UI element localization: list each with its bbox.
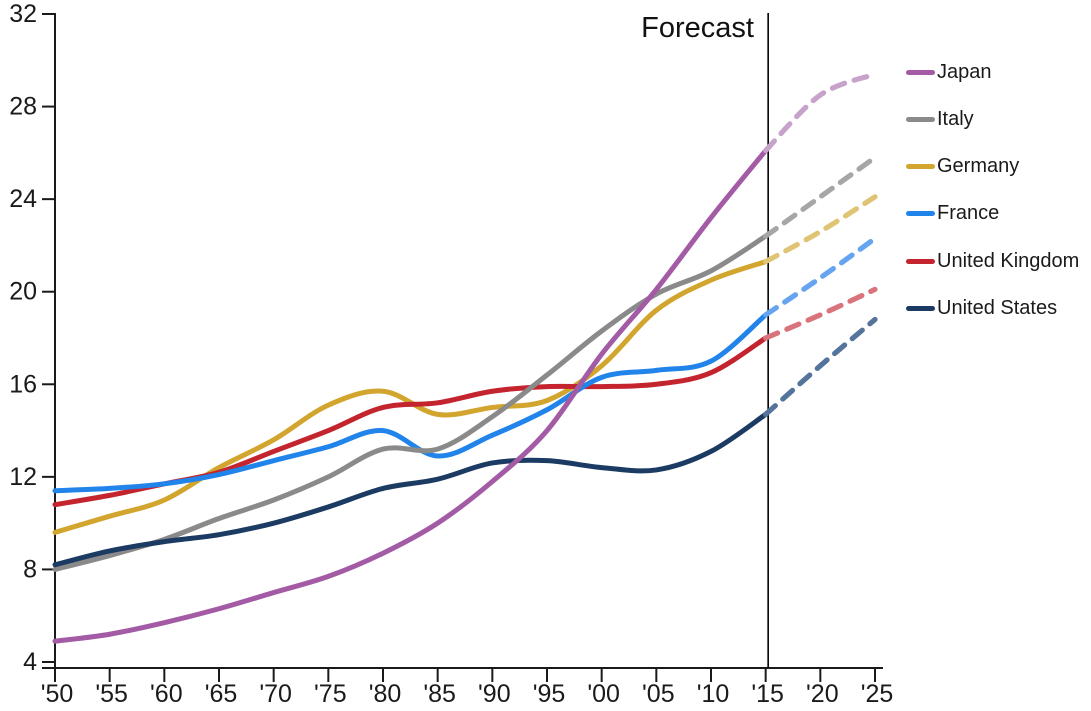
legend-item-united-states: United States [906,295,1057,321]
y-tick-label-12: 12 [9,463,37,491]
x-tick-label-1995: '95 [533,680,566,708]
x-tick-label-1960: '60 [150,680,183,708]
axis-labels: 4 8 12 16 20 24 28 32 '50 '55 '60 '65 '70 '75 '80 '85 '9… [9,0,893,708]
y-tick-label-24: 24 [9,185,37,213]
forecast-annotation: Forecast [641,12,754,44]
y-tick-label-20: 20 [9,278,37,306]
x-tick-label-2025: '25 [861,680,894,708]
x-tick-label-1985: '85 [423,680,456,708]
series-united-states-forecast-line [763,316,878,417]
series-united-states-line [52,411,769,568]
legend-swatch-united-states [906,305,935,311]
legend-item-japan: Japan [906,59,992,85]
series-united-kingdom-forecast-line [763,286,878,341]
x-tick-label-1955: '55 [95,680,128,708]
y-tick-label-32: 32 [9,0,37,28]
legend-label-germany: Germany [937,154,1020,177]
series-japan-line [52,148,769,644]
x-tick-label-1970: '70 [259,680,292,708]
x-tick-label-2000: '00 [587,680,620,708]
legend-label-japan: Japan [937,60,992,83]
legend-item-germany: Germany [906,153,1019,179]
x-tick-label-2010: '10 [697,680,730,708]
x-tick-label-1980: '80 [369,680,402,708]
series-france-line [52,312,769,494]
x-tick-label-2020: '20 [806,680,839,708]
y-tick-label-4: 4 [23,648,37,676]
series-japan-forecast-line [763,71,878,154]
legend-swatch-united-kingdom [906,258,935,264]
legend-swatch-france [906,210,935,216]
legend-item-united-kingdom: United Kingdom [906,248,1079,274]
x-tick-label-1950: '50 [41,680,74,708]
legend-label-united-kingdom: United Kingdom [937,249,1080,272]
axes [42,13,883,682]
legend-swatch-germany [906,163,935,169]
legend-label-italy: Italy [937,107,974,130]
y-tick-label-16: 16 [9,370,37,398]
legend-swatch-italy [906,116,935,122]
y-tick-label-28: 28 [9,93,37,121]
x-tick-label-1975: '75 [314,680,347,708]
legend-swatch-japan [906,69,935,75]
x-tick-label-2005: '05 [642,680,675,708]
series-germany-line [52,259,769,535]
x-tick-label-1990: '90 [478,680,511,708]
series-france-forecast-line [763,235,878,318]
series-united-kingdom-line [52,335,769,508]
legend-label-united-states: United States [937,296,1058,319]
series-lines [52,71,878,644]
x-tick-label-2015: '15 [751,680,784,708]
legend-item-france: France [906,200,999,226]
x-tick-label-1965: '65 [205,680,238,708]
legend-item-italy: Italy [906,106,974,132]
series-germany-forecast-line [763,194,878,265]
y-tick-label-8: 8 [23,555,37,583]
legend-label-france: France [937,201,1000,224]
series-italy-forecast-line [763,154,878,239]
